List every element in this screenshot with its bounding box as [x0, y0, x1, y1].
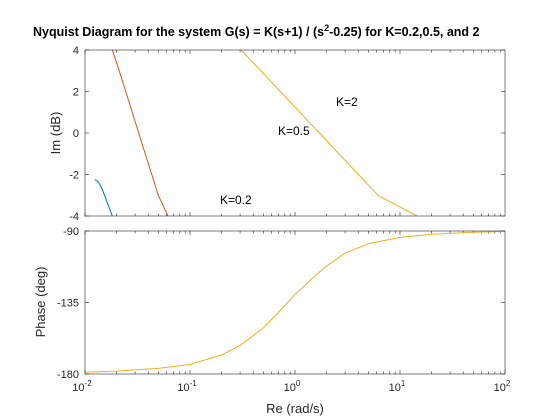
phase-x-tick-label: 10-1	[177, 379, 197, 394]
nyquist-series-group	[94, 50, 418, 216]
phase-y-tick-label: -135	[57, 298, 79, 310]
nyquist-y-tick-label: 0	[73, 128, 79, 140]
phase-x-tick-label: 100	[284, 379, 301, 394]
nyquist-axes: -4 -2 0 2 4 Im (dB) K=0.2 K=0.5 K=2	[48, 45, 506, 223]
nyquist-plot-area	[85, 50, 505, 216]
phase-plot-area	[85, 231, 505, 374]
nyquist-y-tick-label: 4	[73, 45, 79, 57]
phase-y-tick-label: -180	[57, 369, 79, 381]
phase-axes-box	[84, 230, 506, 375]
phase-y-label: Phase (deg)	[33, 267, 48, 338]
phase-x-ticks: 10-2 10-1 100 101 102	[72, 231, 511, 394]
chart-title-main: Nyquist Diagram for the system G(s) = K(…	[33, 25, 324, 39]
phase-x-tick-label: 101	[389, 379, 406, 394]
nyquist-line-k-0-2	[94, 179, 113, 216]
chart-title-superscript: 2	[324, 23, 329, 33]
nyquist-y-tick-label: -4	[69, 211, 79, 223]
phase-y-tick-label: -90	[63, 226, 79, 238]
phase-x-label: Re (rad/s)	[266, 401, 324, 416]
phase-y-ticks: -180 -135 -90	[57, 226, 505, 381]
chart-title: Nyquist Diagram for the system G(s) = K(…	[33, 23, 480, 39]
phase-x-tick-label: 102	[494, 379, 511, 394]
nyquist-y-tick-label: -2	[69, 170, 79, 182]
phase-line	[84, 231, 506, 373]
chart-title-rest: -0.25) for K=0.2,0.5, and 2	[329, 25, 479, 39]
annotation-k-2: K=2	[336, 95, 358, 109]
nyquist-axes-box	[84, 49, 506, 217]
annotation-k-0-2: K=0.2	[220, 193, 252, 207]
phase-x-tick-label: 10-2	[72, 379, 92, 394]
nyquist-line-k-0-5	[111, 50, 169, 216]
nyquist-x-tickmarks	[84, 50, 501, 216]
phase-axes: -180 -135 -90 10-2 10-1 100 101 102 Phase (deg…	[33, 226, 511, 416]
nyquist-y-tick-label: 2	[73, 87, 79, 99]
phase-series-group	[84, 231, 506, 373]
annotation-k-0-5: K=0.5	[278, 124, 310, 138]
nyquist-y-label: Im (dB)	[48, 112, 63, 155]
nyquist-line-k-2	[240, 50, 418, 216]
